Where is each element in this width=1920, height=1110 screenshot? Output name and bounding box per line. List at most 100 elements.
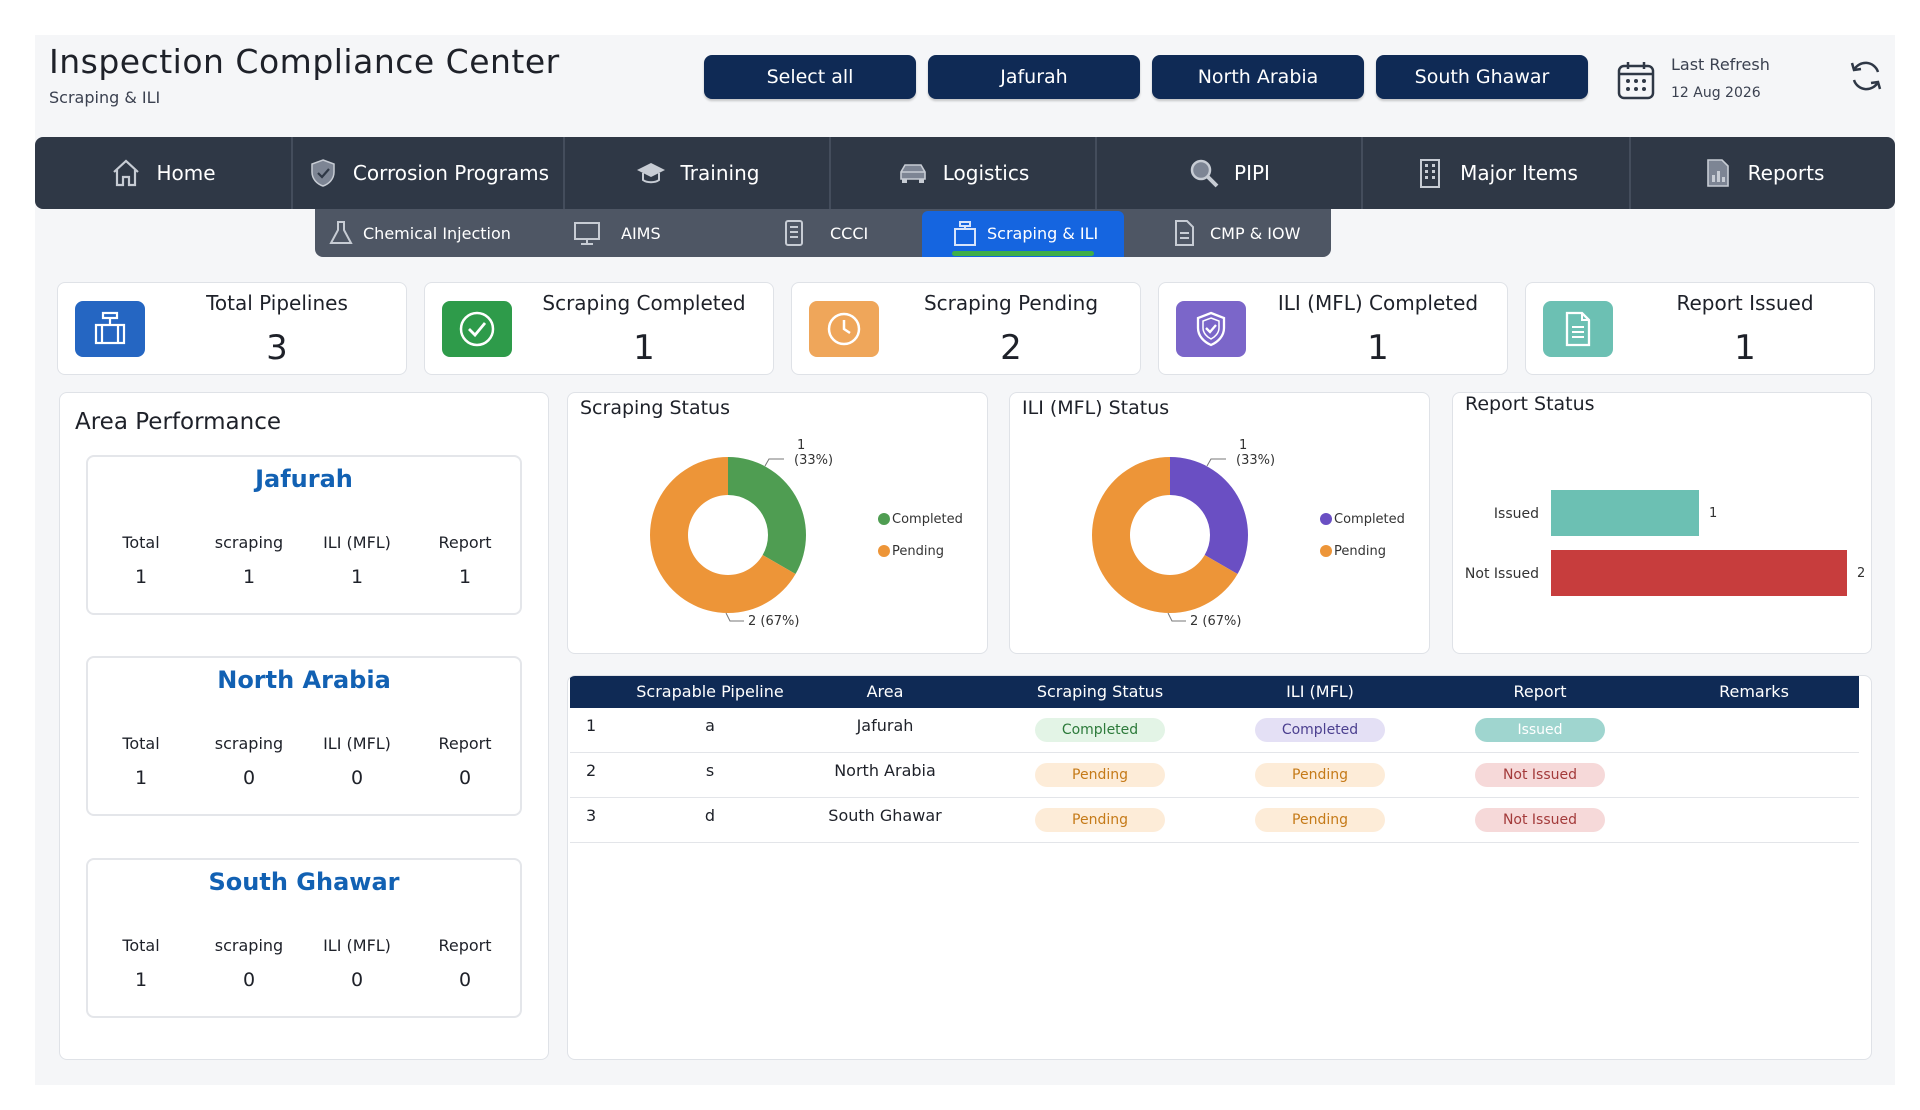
- south-ghawar-filter-button[interactable]: South Ghawar: [1376, 55, 1588, 99]
- north-arabia-filter-button[interactable]: North Arabia: [1152, 55, 1364, 99]
- kpi-value: 1: [633, 328, 655, 368]
- nav-pipi[interactable]: PIPI: [1097, 137, 1363, 209]
- ili-status-badge: Completed: [1255, 718, 1385, 742]
- subnav-ccci[interactable]: CCCI: [780, 209, 868, 257]
- subnav-scraping-ili[interactable]: Scraping & ILI: [951, 209, 1098, 257]
- area-name: South Ghawar: [208, 868, 400, 896]
- total-value: 1: [134, 969, 148, 991]
- row-number: 1: [586, 716, 597, 735]
- ili-status-badge: Pending: [1255, 808, 1385, 832]
- kpi-icon-bg: [75, 301, 145, 357]
- kpi-value: 3: [266, 328, 288, 368]
- last-refresh-label: Last Refresh: [1671, 55, 1770, 74]
- kpi-scraping-completed: Scraping Completed 1: [424, 282, 774, 375]
- shield-icon: [311, 159, 335, 187]
- header-scrapable-pipeline: Scrapable Pipeline: [636, 682, 784, 701]
- refresh-icon[interactable]: [1848, 58, 1884, 94]
- table-header: Scrapable Pipeline Area Scraping Status …: [570, 676, 1859, 708]
- table-row[interactable]: 1 a Jafurah Completed Completed Issued: [570, 708, 1859, 753]
- table-row[interactable]: 2 s North Arabia Pending Pending Not Iss…: [570, 753, 1859, 798]
- nav-corrosion-programs-label: Corrosion Programs: [352, 161, 550, 185]
- kpi-icon-bg: [442, 301, 512, 357]
- nav-logistics[interactable]: Logistics: [831, 137, 1097, 209]
- data-label: 1: [1239, 438, 1247, 453]
- bar-issued[interactable]: [1551, 490, 1699, 536]
- monitor-icon: [574, 222, 600, 245]
- subnav-cmp-iow[interactable]: CMP & IOW: [1170, 209, 1300, 257]
- document-icon: [1175, 220, 1194, 246]
- total-value: 1: [134, 767, 148, 789]
- scraping-value: 0: [242, 767, 256, 789]
- pipeline-name: d: [704, 806, 716, 825]
- subnav-aims[interactable]: AIMS: [573, 209, 661, 257]
- area-name: Jafurah: [255, 465, 353, 493]
- donut-slice-completed[interactable]: [1170, 457, 1248, 574]
- header-area: Area: [866, 682, 904, 701]
- scraping-status-badge: Pending: [1035, 763, 1165, 787]
- nav-logistics-label: Logistics: [942, 161, 1030, 185]
- sub-navigation: Chemical Injection AIMS CCCI Scraping & …: [315, 209, 1331, 257]
- ili-value: 0: [350, 767, 364, 789]
- scraping-value: 1: [242, 566, 256, 588]
- pipeline-icon: [954, 221, 976, 246]
- nav-reports[interactable]: Reports: [1631, 137, 1895, 209]
- checklist-icon: [785, 220, 803, 246]
- kpi-label: Scraping Completed: [542, 291, 746, 315]
- calendar-icon: [1617, 62, 1655, 100]
- nav-corrosion-programs[interactable]: Corrosion Programs: [293, 137, 565, 209]
- header-remarks: Remarks: [1719, 682, 1789, 701]
- jafurah-filter-button[interactable]: Jafurah: [928, 55, 1140, 99]
- header-ili-mfl: ILI (MFL): [1286, 682, 1354, 701]
- donut-slice-pending[interactable]: [650, 457, 796, 613]
- kpi-total-pipelines: Total Pipelines 3: [57, 282, 407, 375]
- col-scraping-label: scraping: [214, 734, 284, 753]
- nav-home-label: Home: [156, 161, 216, 185]
- col-scraping-label: scraping: [214, 936, 284, 955]
- kpi-icon-bg: [809, 301, 879, 357]
- leader-line: [1206, 458, 1226, 467]
- subnav-cmp-iow-label: CMP & IOW: [1210, 223, 1301, 243]
- select-all-button[interactable]: Select all: [704, 55, 916, 99]
- nav-training[interactable]: Training: [565, 137, 831, 209]
- nav-major-items[interactable]: Major Items: [1363, 137, 1631, 209]
- donut-slice-completed[interactable]: [728, 457, 806, 574]
- donut-slice-pending[interactable]: [1092, 457, 1238, 613]
- report-value: 0: [458, 969, 472, 991]
- subnav-chemical-injection[interactable]: Chemical Injection: [327, 209, 511, 257]
- building-icon: [1420, 159, 1441, 188]
- report-status-badge: Not Issued: [1475, 763, 1605, 787]
- data-label: (33%): [1236, 453, 1275, 468]
- col-report-label: Report: [438, 936, 492, 955]
- col-report-label: Report: [438, 533, 492, 552]
- area-card-jafurah: Jafurah Total 1 scraping 1 ILI (MFL) 1 Repo…: [86, 455, 522, 615]
- main-navigation: Home Corrosion Programs Training Logisti…: [35, 137, 1895, 209]
- kpi-icon-bg: [1176, 301, 1246, 357]
- kpi-label: ILI (MFL) Completed: [1277, 291, 1479, 315]
- area-card-south-ghawar: South Ghawar Total 1 scraping 0 ILI (MFL) 0…: [86, 858, 522, 1018]
- bar-not-issued[interactable]: [1551, 550, 1847, 596]
- leader-line: [1167, 612, 1186, 622]
- magnifier-icon: [1190, 159, 1219, 188]
- leader-line: [764, 458, 784, 467]
- nav-home[interactable]: Home: [35, 137, 293, 209]
- table-row[interactable]: 3 d South Ghawar Pending Pending Not Iss…: [570, 798, 1859, 843]
- ili-status-chart-panel: ILI (MFL) Status 1 (33%) 2 (67%) Completed P…: [1009, 392, 1430, 654]
- pipe-valve-icon: [94, 311, 126, 345]
- col-ili-label: ILI (MFL): [323, 533, 391, 552]
- nav-reports-label: Reports: [1747, 161, 1825, 185]
- col-total-label: Total: [122, 734, 160, 753]
- subnav-aims-label: AIMS: [621, 223, 661, 243]
- col-total-label: Total: [122, 533, 160, 552]
- legend-label: Completed: [1334, 512, 1405, 527]
- ili-status-donut: 1(33%) 2 (67%) Completed Pending: [1092, 438, 1405, 629]
- row-number: 3: [586, 806, 597, 825]
- ili-status-badge: Pending: [1255, 763, 1385, 787]
- legend-marker: [878, 545, 890, 557]
- report-value: 1: [458, 566, 472, 588]
- scraping-status-badge: Completed: [1035, 718, 1165, 742]
- ili-value: 1: [350, 566, 364, 588]
- shield-check-icon: [1196, 311, 1226, 347]
- legend-marker: [878, 513, 890, 525]
- kpi-report-issued: Report Issued 1: [1525, 282, 1875, 375]
- col-report-label: Report: [438, 734, 492, 753]
